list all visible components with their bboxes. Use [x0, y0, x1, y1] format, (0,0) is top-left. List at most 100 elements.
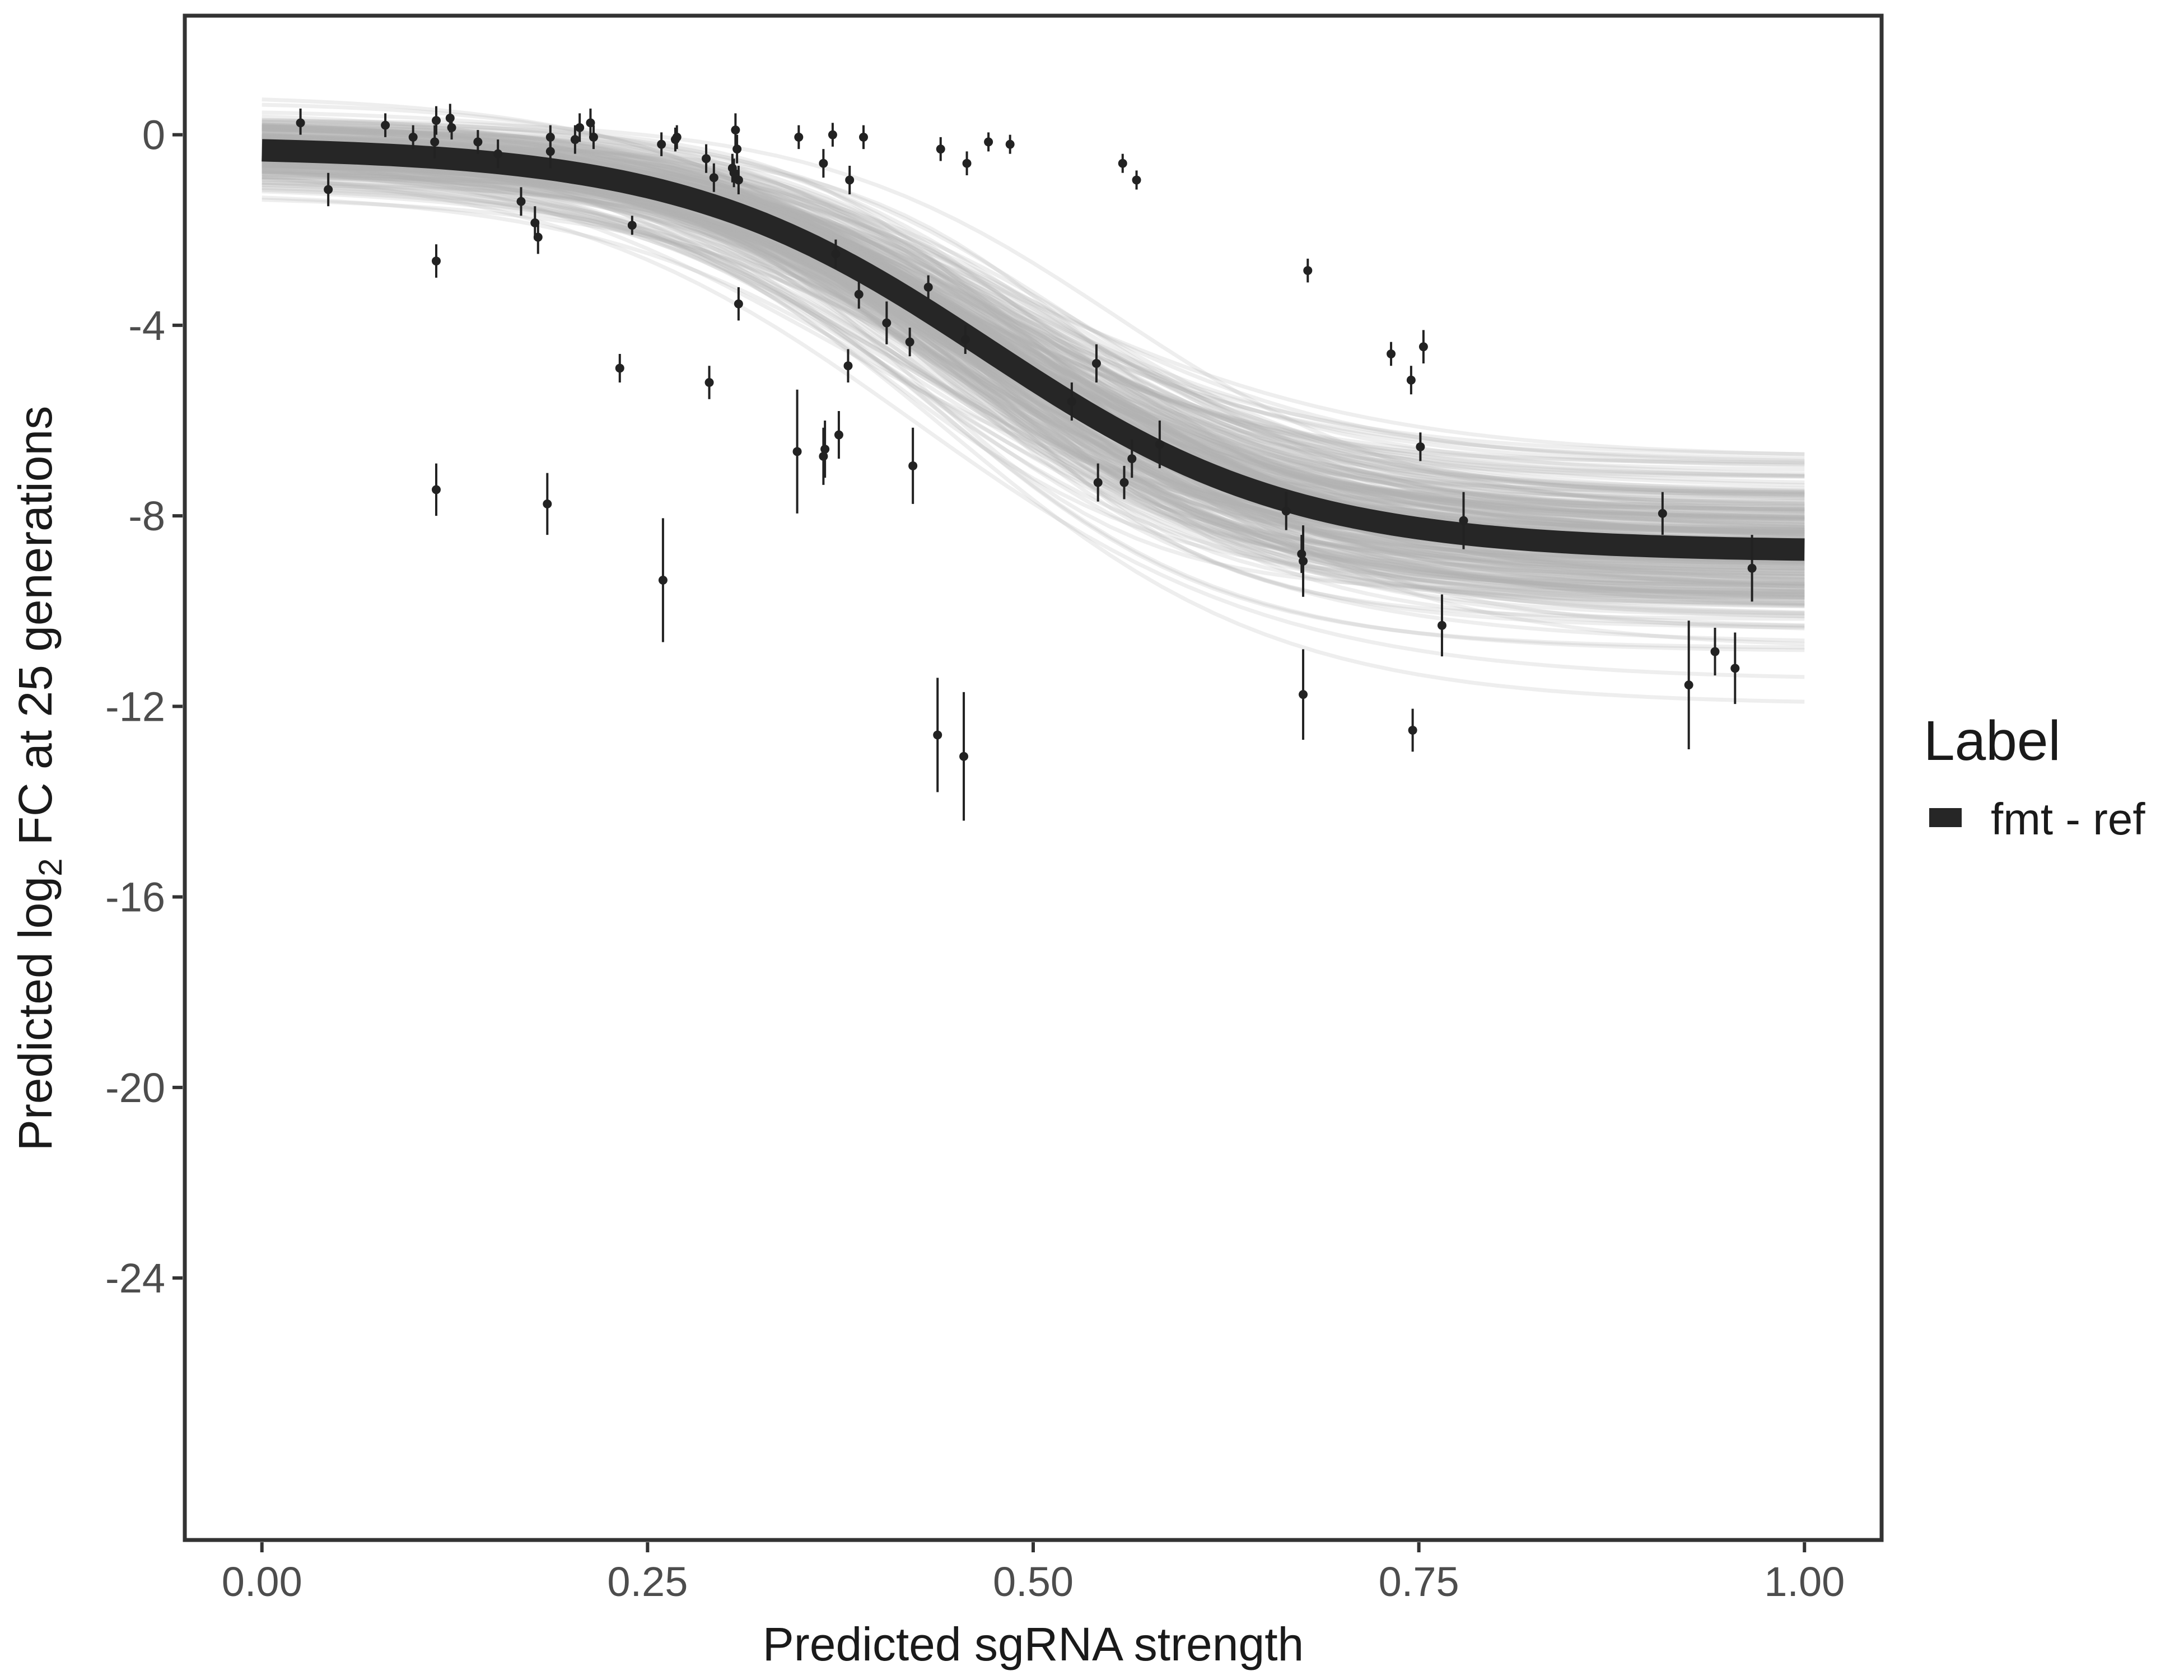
- data-point: [447, 115, 456, 140]
- point-marker: [615, 363, 624, 373]
- y-tick-label: 0: [142, 112, 165, 158]
- data-point: [959, 692, 969, 821]
- data-point: [845, 165, 855, 194]
- posterior-curve: [262, 169, 1805, 497]
- data-point: [658, 518, 668, 642]
- data-point: [859, 125, 868, 150]
- panel-border: [183, 13, 1884, 1542]
- posterior-curve: [262, 102, 1805, 628]
- point-marker: [586, 118, 595, 128]
- point-marker: [933, 730, 942, 740]
- posterior-curve: [262, 164, 1805, 609]
- y-tick-label: -12: [105, 683, 165, 730]
- posterior-curve: [262, 160, 1805, 596]
- posterior-curve: [262, 163, 1805, 594]
- data-point: [702, 144, 711, 173]
- data-point: [381, 113, 390, 137]
- posterior-curve: [262, 168, 1805, 598]
- point-marker: [859, 132, 868, 142]
- point-marker: [959, 752, 969, 761]
- posterior-curve: [262, 132, 1805, 593]
- data-point: [1658, 492, 1667, 535]
- point-marker: [962, 158, 972, 168]
- data-point: [962, 151, 972, 175]
- data-point: [1406, 366, 1416, 395]
- posterior-curve: [262, 129, 1805, 503]
- data-point: [729, 158, 739, 188]
- data-point: [984, 132, 993, 152]
- data-point: [473, 130, 483, 154]
- posterior-curve: [262, 122, 1805, 515]
- legend: Label fmt - ref: [1924, 710, 2145, 844]
- data-point: [1710, 628, 1720, 676]
- posterior-curve: [262, 135, 1805, 537]
- point-marker: [533, 232, 543, 242]
- posterior-curve: [262, 165, 1805, 531]
- posterior-curve: [262, 140, 1805, 588]
- data-point: [1067, 382, 1076, 421]
- posterior-curve: [262, 124, 1805, 497]
- point-marker: [819, 158, 828, 168]
- data-point: [324, 172, 333, 207]
- posterior-curve: [262, 134, 1805, 603]
- point-marker: [709, 173, 718, 183]
- data-point: [586, 108, 595, 137]
- posterior-curve: [262, 183, 1805, 561]
- data-point: [882, 301, 892, 344]
- x-tick-label: 0.00: [222, 1558, 302, 1605]
- posterior-curve: [262, 175, 1805, 679]
- point-marker: [1408, 725, 1417, 735]
- point-marker: [431, 116, 441, 125]
- fit-line-fmt-ref: [262, 139, 1805, 561]
- point-marker: [430, 137, 440, 147]
- posterior-curve: [262, 127, 1805, 585]
- posterior-curve: [262, 164, 1805, 534]
- posterior-curve: [262, 166, 1805, 589]
- point-marker: [1730, 664, 1740, 673]
- x-tick-label: 0.75: [1379, 1558, 1459, 1605]
- posterior-curve: [262, 97, 1805, 521]
- posterior-curve: [262, 195, 1805, 586]
- data-point: [1387, 342, 1396, 366]
- posterior-curve: [262, 128, 1805, 501]
- y-axis-title-main: Predicted log: [9, 876, 62, 1151]
- point-marker: [960, 335, 970, 344]
- point-marker: [672, 132, 682, 142]
- data-point: [570, 125, 580, 154]
- data-point: [615, 353, 624, 382]
- posterior-curve: [262, 123, 1805, 582]
- data-point: [1418, 330, 1428, 363]
- posterior-curve: [262, 143, 1805, 530]
- point-marker: [324, 185, 333, 194]
- point-marker: [473, 137, 483, 147]
- posterior-curve: [262, 162, 1805, 592]
- data-point: [493, 139, 503, 169]
- data-point: [1730, 632, 1740, 704]
- data-point: [1005, 134, 1015, 154]
- data-point: [704, 366, 714, 399]
- posterior-curve: [262, 124, 1805, 579]
- data-point: [1093, 463, 1103, 502]
- point-marker: [543, 499, 552, 508]
- point-marker: [923, 282, 933, 292]
- data-point: [627, 216, 637, 235]
- point-marker: [575, 123, 585, 132]
- posterior-curve: [262, 162, 1805, 520]
- point-marker: [545, 147, 555, 156]
- y-tick-label: -4: [128, 302, 165, 349]
- point-marker: [545, 132, 555, 142]
- data-point: [533, 220, 543, 254]
- posterior-curve: [262, 162, 1805, 605]
- point-marker: [831, 249, 841, 259]
- posterior-curve: [262, 124, 1805, 493]
- posterior-curve: [262, 162, 1805, 524]
- posterior-curve: [262, 155, 1805, 496]
- posterior-curve: [262, 176, 1805, 628]
- posterior-curve: [262, 158, 1805, 484]
- point-marker: [589, 132, 598, 142]
- data-point: [1303, 258, 1313, 283]
- posterior-curve: [262, 175, 1805, 508]
- data-point: [843, 349, 853, 382]
- data-point: [1132, 170, 1141, 190]
